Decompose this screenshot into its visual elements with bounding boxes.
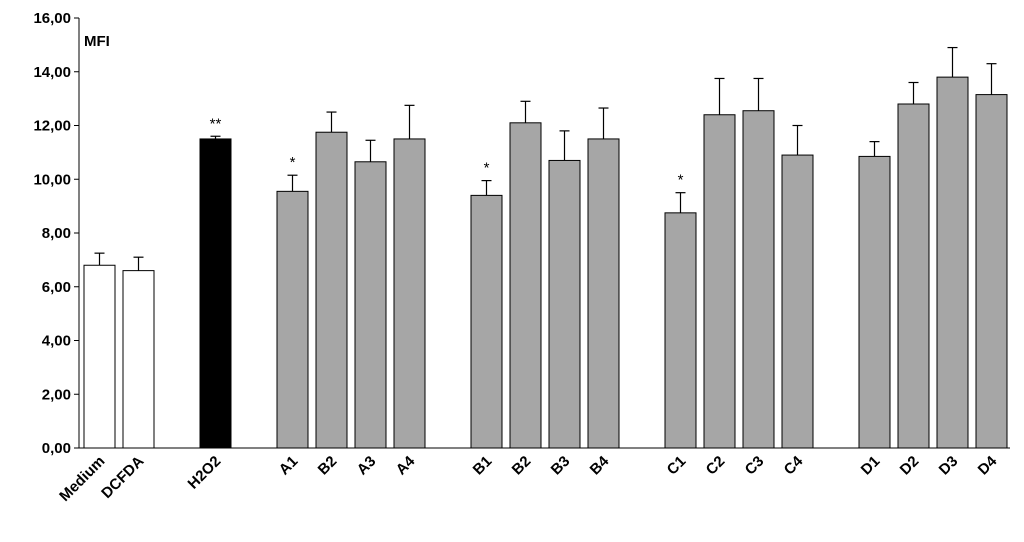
x-tick-label: B3	[548, 453, 574, 479]
x-tick-label: A4	[393, 452, 419, 478]
bar	[199, 138, 232, 449]
x-tick-label: B1	[470, 453, 496, 479]
bar	[509, 122, 542, 449]
x-tick-label: H2O2	[185, 453, 225, 493]
y-tick-label: 2,00	[42, 386, 71, 403]
y-tick-label: 12,00	[33, 118, 71, 135]
x-tick-label: B2	[509, 453, 535, 479]
bar	[858, 155, 891, 449]
significance-marker: *	[678, 172, 684, 189]
significance-annotations: *** **	[210, 115, 684, 188]
bar	[664, 212, 697, 449]
x-tick-label: D2	[897, 453, 923, 479]
bar	[703, 114, 736, 449]
y-tick-label: 10,00	[33, 171, 71, 188]
y-tick-label: 16,00	[33, 10, 71, 27]
bar	[276, 190, 309, 449]
x-tick-label: C4	[781, 452, 807, 478]
y-tick-label: 8,00	[42, 225, 71, 242]
x-tick-label: DCFDA	[98, 453, 147, 502]
y-axis-ticks: 0,00 2,00 4,00 6,00 8,00 10,00 12,00 14,00 16,00	[33, 10, 79, 457]
x-tick-label: D3	[936, 453, 962, 479]
y-tick-label: 4,00	[42, 333, 71, 350]
y-tick-label: 14,00	[33, 64, 71, 81]
bar	[936, 76, 969, 449]
x-tick-label: D4	[975, 452, 1001, 478]
bar	[587, 138, 620, 449]
y-tick-label: 0,00	[42, 440, 71, 457]
bar	[742, 110, 775, 449]
bar	[781, 154, 814, 449]
x-tick-label: C1	[664, 453, 690, 479]
x-tick-label: B2	[315, 453, 341, 479]
y-axis-label: MFI	[84, 33, 110, 50]
bar	[470, 194, 503, 449]
significance-marker: *	[290, 154, 296, 171]
x-tick-label: A1	[276, 453, 302, 479]
bar	[122, 270, 155, 449]
bar	[315, 131, 348, 449]
x-tick-label: C3	[742, 453, 768, 479]
x-tick-label: Medium	[56, 453, 108, 505]
bar	[975, 94, 1008, 449]
bars	[83, 76, 1008, 449]
error-bars	[94, 46, 997, 271]
significance-marker: *	[484, 160, 490, 177]
bar	[897, 103, 930, 449]
bar	[83, 264, 116, 449]
y-tick-label: 6,00	[42, 279, 71, 296]
x-tick-label: D1	[858, 453, 884, 479]
x-tick-label: C2	[703, 453, 729, 479]
bar	[548, 159, 581, 449]
x-tick-label: B4	[587, 452, 613, 478]
significance-marker: **	[210, 115, 222, 132]
bar	[393, 138, 426, 449]
bar	[354, 161, 387, 449]
x-tick-label: A3	[354, 453, 380, 479]
